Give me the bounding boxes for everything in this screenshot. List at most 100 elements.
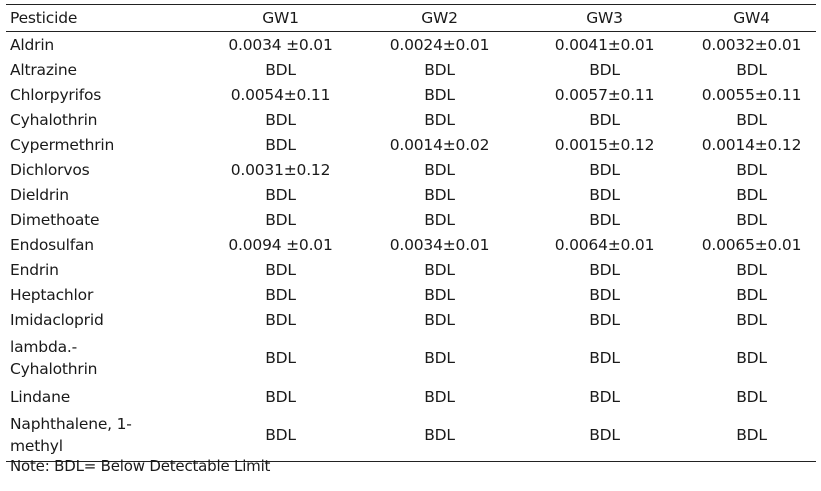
- table-row: Lindane BDL BDL BDL BDL: [6, 384, 816, 409]
- pesticide-name-cell: Naphthalene, 1- methyl: [6, 409, 204, 462]
- gw1-value-cell: BDL: [265, 60, 296, 79]
- gw3-value-cell: BDL: [589, 160, 620, 179]
- gw3-value-cell: 0.0015±0.12: [554, 135, 655, 154]
- pesticide-name-line: Imidacloprid: [10, 310, 104, 329]
- pesticide-name-cell: Heptachlor: [6, 282, 204, 307]
- pesticide-name-line: Dieldrin: [10, 185, 69, 204]
- pesticide-name-cell: Imidacloprid: [6, 307, 204, 332]
- pesticide-name-cell: lambda.- Cyhalothrin: [6, 332, 204, 384]
- table-row: Chlorpyrifos 0.0054±0.11 BDL 0.0057±0.11 0.0…: [6, 82, 816, 107]
- header-pesticide: Pesticide: [6, 4, 204, 32]
- gw3-value-cell: BDL: [589, 60, 620, 79]
- pesticide-name-cell: Cyhalothrin: [6, 107, 204, 132]
- gw3-value-cell: 0.0041±0.01: [554, 35, 655, 54]
- gw2-value-cell: BDL: [424, 210, 455, 229]
- gw1-value-cell: 0.0034 ±0.01: [228, 35, 333, 54]
- table-note: Note: BDL= Below Detectable Limit: [10, 457, 271, 475]
- gw3-value-cell: BDL: [589, 210, 620, 229]
- pesticide-name-cell: Chlorpyrifos: [6, 82, 204, 107]
- gw3-value-cell: BDL: [522, 409, 687, 462]
- table-row: Endrin BDL BDL BDL BDL: [6, 257, 816, 282]
- gw2-value-cell: BDL: [424, 387, 455, 406]
- pesticide-name-line: Cyhalothrin: [10, 110, 98, 129]
- gw2-value-cell: BDL: [424, 160, 455, 179]
- gw2-value-cell: 0.0034±0.01: [389, 235, 490, 254]
- gw3-value-cell: BDL: [589, 285, 620, 304]
- header-gw2: GW2: [357, 4, 522, 32]
- table-header: Pesticide GW1 GW2 GW3 GW4: [6, 4, 816, 32]
- gw3-value-cell: BDL: [589, 260, 620, 279]
- pesticide-name-line: Endrin: [10, 260, 59, 279]
- pesticide-name-cell: Altrazine: [6, 57, 204, 82]
- gw2-value-cell: BDL: [424, 110, 455, 129]
- gw2-value-cell: BDL: [424, 60, 455, 79]
- pesticide-name-cell: Dieldrin: [6, 182, 204, 207]
- gw2-value-cell: BDL: [424, 260, 455, 279]
- gw4-value-cell: BDL: [736, 110, 767, 129]
- header-gw3: GW3: [522, 4, 687, 32]
- gw1-value-cell: BDL: [265, 135, 296, 154]
- gw1-value-cell: 0.0031±0.12: [230, 160, 331, 179]
- gw4-value-cell: 0.0065±0.01: [701, 235, 802, 254]
- table-row: Altrazine BDL BDL BDL BDL: [6, 57, 816, 82]
- header-gw1: GW1: [204, 4, 357, 32]
- table-row: Dimethoate BDL BDL BDL BDL: [6, 207, 816, 232]
- gw3-value-cell: BDL: [589, 387, 620, 406]
- gw1-value-cell: BDL: [265, 349, 296, 367]
- table-row: Heptachlor BDL BDL BDL BDL: [6, 282, 816, 307]
- pesticide-name-line: Chlorpyrifos: [10, 85, 102, 104]
- gw4-value-cell: BDL: [736, 387, 767, 406]
- gw4-value-cell: 0.0032±0.01: [701, 35, 802, 54]
- gw1-value-cell: BDL: [265, 260, 296, 279]
- gw3-value-cell: 0.0064±0.01: [554, 235, 655, 254]
- gw4-value-cell: BDL: [736, 185, 767, 204]
- header-row: Pesticide GW1 GW2 GW3 GW4: [6, 4, 816, 32]
- gw1-value-cell: BDL: [265, 387, 296, 406]
- gw1-value-cell: BDL: [265, 285, 296, 304]
- gw4-value-cell: BDL: [736, 260, 767, 279]
- pesticide-name-line: Altrazine: [10, 60, 77, 79]
- table-row: Aldrin 0.0034 ±0.01 0.0024±0.01 0.0041±0.01…: [6, 32, 816, 58]
- pesticide-name-line: Dimethoate: [10, 210, 100, 229]
- gw4-value-cell: 0.0014±0.12: [701, 135, 802, 154]
- pesticide-table: Pesticide GW1 GW2 GW3 GW4 Aldrin 0.0034 ±…: [6, 4, 816, 462]
- gw2-value-cell: BDL: [424, 85, 455, 104]
- gw4-value-cell: BDL: [736, 60, 767, 79]
- pesticide-name-line: Dichlorvos: [10, 160, 90, 179]
- gw1-value-cell: 0.0054±0.11: [230, 85, 331, 104]
- gw2-value-cell: 0.0014±0.02: [389, 135, 490, 154]
- gw4-value-cell: BDL: [736, 285, 767, 304]
- gw3-value-cell: BDL: [589, 185, 620, 204]
- table-row: Cypermethrin BDL 0.0014±0.02 0.0015±0.12 0.0…: [6, 132, 816, 157]
- pesticide-name-line: Lindane: [10, 387, 71, 406]
- pesticide-name-line: Cypermethrin: [10, 135, 115, 154]
- pesticide-name-cell: Endrin: [6, 257, 204, 282]
- pesticide-name-line: Cyhalothrin: [10, 360, 98, 378]
- pesticide-name-line: Endosulfan: [10, 235, 94, 254]
- table-row: Naphthalene, 1- methyl BDL BDL BDL BDL: [6, 409, 816, 462]
- gw1-value-cell: BDL: [265, 110, 296, 129]
- gw3-value-cell: BDL: [589, 110, 620, 129]
- gw1-value-cell: 0.0094 ±0.01: [228, 235, 333, 254]
- gw4-value-cell: BDL: [736, 310, 767, 329]
- table-row: Imidacloprid BDL BDL BDL BDL: [6, 307, 816, 332]
- table-body: Aldrin 0.0034 ±0.01 0.0024±0.01 0.0041±0.01…: [6, 32, 816, 462]
- gw1-value-cell: BDL: [265, 185, 296, 204]
- gw2-value-cell: 0.0024±0.01: [389, 35, 490, 54]
- table-row: Dichlorvos 0.0031±0.12 BDL BDL BDL: [6, 157, 816, 182]
- pesticide-name-cell: Cypermethrin: [6, 132, 204, 157]
- gw4-value-cell: BDL: [736, 210, 767, 229]
- gw4-value-cell: 0.0055±0.11: [701, 85, 802, 104]
- gw1-value-cell: BDL: [265, 210, 296, 229]
- table-row: Dieldrin BDL BDL BDL BDL: [6, 182, 816, 207]
- table-row: Endosulfan 0.0094 ±0.01 0.0034±0.01 0.0064±…: [6, 232, 816, 257]
- gw2-value-cell: BDL: [357, 409, 522, 462]
- gw2-value-cell: BDL: [424, 349, 455, 367]
- gw3-value-cell: BDL: [589, 349, 620, 367]
- pesticide-name-cell: Aldrin: [6, 32, 204, 58]
- gw4-value-cell: BDL: [687, 409, 816, 462]
- pesticide-name-line: Heptachlor: [10, 285, 94, 304]
- pesticide-name-line: Naphthalene, 1-: [10, 415, 132, 433]
- gw1-value-cell: BDL: [265, 310, 296, 329]
